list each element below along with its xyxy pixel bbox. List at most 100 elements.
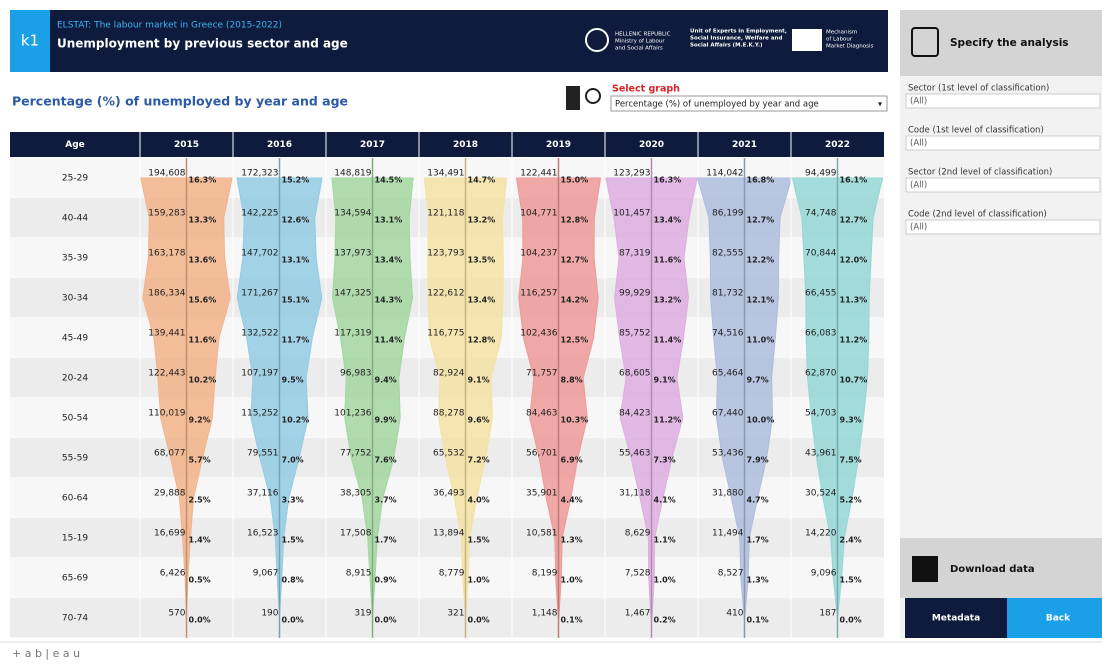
year-header: 2019 (546, 140, 571, 150)
count-label: 8,779 (439, 569, 465, 579)
count-label: 56,701 (526, 449, 558, 459)
percent-label: 4.7% (747, 496, 769, 505)
filter-value[interactable]: (All) (910, 97, 927, 107)
count-label: 1,467 (625, 609, 651, 619)
count-label: 35,901 (526, 489, 558, 499)
count-label: 134,491 (427, 169, 464, 179)
logo-text: HELLENIC REPUBLIC (615, 32, 671, 38)
percent-label: 14.3% (375, 296, 403, 305)
count-label: 123,793 (427, 249, 464, 259)
select-graph-label: Select graph (612, 84, 680, 95)
percent-label: 1.7% (747, 536, 769, 545)
count-label: 117,319 (334, 329, 371, 339)
specify-panel (900, 10, 1102, 76)
age-label: 30-34 (62, 294, 88, 304)
ministry-emblem (585, 28, 609, 52)
metadata-button[interactable] (905, 598, 1007, 638)
percent-label: 1.7% (375, 536, 397, 545)
logo-text: of Labour (826, 37, 853, 43)
percent-label: 0.5% (189, 576, 211, 585)
percent-label: 2.5% (189, 496, 211, 505)
count-label: 17,508 (340, 529, 372, 539)
percent-label: 1.1% (654, 536, 676, 545)
percent-label: 13.2% (654, 296, 682, 305)
percent-label: 13.4% (654, 216, 682, 225)
age-label: 65-69 (62, 574, 88, 584)
percent-label: 14.7% (468, 176, 496, 185)
percent-label: 12.7% (747, 216, 775, 225)
percent-label: 9.9% (375, 416, 397, 425)
percent-label: 13.6% (189, 256, 217, 265)
count-label: 70,844 (805, 249, 837, 259)
percent-label: 11.6% (654, 256, 682, 265)
mechanism-logo (792, 29, 822, 51)
percent-label: 0.1% (561, 616, 583, 625)
filter-label: Code (1st level of classification) (908, 126, 1044, 136)
count-label: 139,441 (148, 329, 185, 339)
count-label: 11,494 (712, 529, 744, 539)
count-label: 171,267 (241, 289, 278, 299)
percent-label: 10.2% (189, 376, 217, 385)
count-label: 85,752 (619, 329, 651, 339)
filter-dropdown[interactable] (905, 177, 1101, 193)
header-bar (10, 10, 888, 72)
percent-label: 6.9% (561, 456, 583, 465)
percent-label: 15.0% (561, 176, 589, 185)
count-label: 82,924 (433, 369, 465, 379)
header-title: Unemployment by previous sector and age (57, 37, 348, 51)
count-label: 9,067 (253, 569, 279, 579)
count-label: 134,594 (334, 209, 371, 219)
count-label: 147,702 (241, 249, 278, 259)
count-label: 137,973 (334, 249, 371, 259)
age-label: 25-29 (62, 174, 88, 184)
percent-label: 1.3% (747, 576, 769, 585)
age-label: 60-64 (62, 494, 88, 504)
count-label: 53,436 (712, 449, 744, 459)
count-label: 410 (726, 609, 743, 619)
percent-label: 12.5% (561, 336, 589, 345)
back-label[interactable]: Back (1046, 614, 1071, 624)
percent-label: 12.0% (840, 256, 868, 265)
graph-dropdown-value[interactable]: Percentage (%) of unemployed by year and… (615, 100, 819, 110)
download-button[interactable]: Download data (950, 564, 1035, 575)
percent-label: 12.1% (747, 296, 775, 305)
badge: k1 (21, 32, 39, 50)
column-header: Age (65, 140, 85, 150)
filter-value[interactable]: (All) (910, 139, 927, 149)
filter-dropdown[interactable] (905, 135, 1101, 151)
percent-label: 16.3% (189, 176, 217, 185)
percent-label: 0.0% (282, 616, 304, 625)
count-label: 65,464 (712, 369, 744, 379)
count-label: 319 (354, 609, 371, 619)
count-label: 172,323 (241, 169, 278, 179)
percent-label: 9.4% (375, 376, 397, 385)
age-label: 40-44 (62, 214, 88, 224)
count-label: 29,888 (154, 489, 186, 499)
percent-label: 9.6% (468, 416, 490, 425)
count-label: 122,612 (427, 289, 464, 299)
count-label: 104,771 (520, 209, 557, 219)
back-button[interactable] (1007, 598, 1102, 638)
filter-dropdown[interactable] (905, 93, 1101, 109)
count-label: 121,118 (427, 209, 464, 219)
filters: Sector (1st level of classification) (All… (905, 84, 1101, 235)
count-label: 163,178 (148, 249, 185, 259)
filter-dropdown[interactable] (905, 219, 1101, 235)
year-header: 2016 (267, 140, 292, 150)
percent-label: 15.1% (282, 296, 310, 305)
percent-label: 1.0% (468, 576, 490, 585)
filter-value[interactable]: (All) (910, 181, 927, 191)
percent-label: 7.3% (654, 456, 676, 465)
percent-label: 4.1% (654, 496, 676, 505)
percent-label: 8.8% (561, 376, 583, 385)
percent-label: 9.5% (282, 376, 304, 385)
age-label: 45-49 (62, 334, 88, 344)
metadata-label[interactable]: Metadata (932, 614, 980, 624)
filter-value[interactable]: (All) (910, 223, 927, 233)
graph-dropdown[interactable] (610, 95, 888, 112)
count-label: 101,236 (334, 409, 371, 419)
count-label: 148,819 (334, 169, 371, 179)
count-label: 1,148 (532, 609, 558, 619)
percent-label: 0.9% (375, 576, 397, 585)
